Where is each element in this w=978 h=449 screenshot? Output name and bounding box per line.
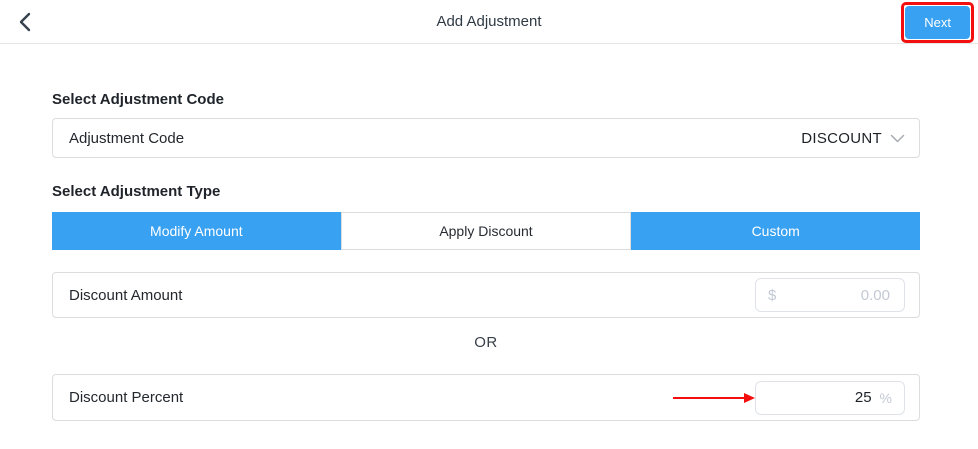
back-button[interactable] (14, 0, 35, 44)
dollar-sign-label: $ (768, 286, 777, 304)
adjustment-type-tabs: Modify Amount Apply Discount Custom (52, 212, 921, 250)
red-arrow-annotation (673, 392, 755, 403)
tab-modify-amount[interactable]: Modify Amount (52, 212, 341, 250)
main-content: Select Adjustment Code Adjustment Code D… (52, 44, 921, 421)
tab-custom[interactable]: Custom (631, 212, 921, 250)
percent-sign-label: % (879, 389, 892, 406)
adjustment-code-dropdown[interactable]: DISCOUNT (801, 130, 905, 147)
discount-percent-row: Discount Percent % (52, 374, 920, 421)
discount-amount-label: Discount Amount (69, 286, 183, 304)
next-button-highlight: Next (901, 2, 974, 43)
tab-apply-discount[interactable]: Apply Discount (340, 212, 632, 250)
discount-amount-input[interactable] (776, 285, 892, 305)
chevron-left-icon (18, 12, 31, 32)
chevron-down-icon (890, 134, 905, 143)
header-bar: Add Adjustment Next (0, 0, 978, 44)
discount-amount-input-box: $ (755, 278, 905, 312)
or-separator: OR (474, 334, 498, 351)
discount-percent-input[interactable] (768, 388, 874, 407)
discount-amount-row: Discount Amount $ (52, 272, 920, 318)
adjustment-code-value: DISCOUNT (801, 129, 882, 147)
adjustment-type-section-title: Select Adjustment Type (52, 183, 221, 200)
discount-percent-label: Discount Percent (69, 389, 184, 406)
discount-percent-input-box: % (755, 380, 905, 415)
page-title: Add Adjustment (436, 13, 542, 30)
next-button[interactable]: Next (905, 6, 970, 39)
adjustment-code-label: Adjustment Code (69, 129, 185, 147)
adjustment-code-row: Adjustment Code DISCOUNT (52, 118, 920, 158)
adjustment-code-section-title: Select Adjustment Code (52, 91, 224, 108)
